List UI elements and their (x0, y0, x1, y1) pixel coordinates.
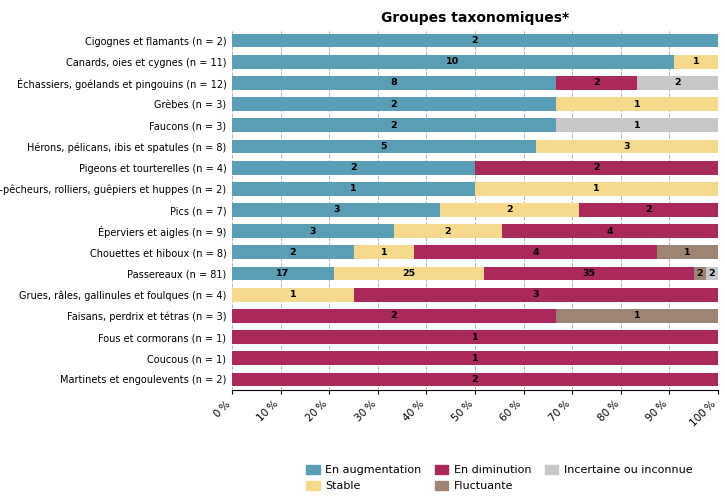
Text: 2: 2 (289, 248, 296, 257)
Text: 2: 2 (593, 163, 600, 172)
Text: 3: 3 (533, 290, 539, 299)
Bar (637, 76, 718, 90)
Bar (658, 246, 718, 259)
Text: 2: 2 (391, 100, 397, 108)
Text: 17: 17 (276, 269, 289, 278)
Text: 2: 2 (472, 375, 478, 384)
Text: 2: 2 (645, 206, 652, 214)
Bar (556, 76, 637, 90)
Text: 2: 2 (472, 36, 478, 45)
Bar (232, 309, 556, 323)
Text: 1: 1 (472, 332, 478, 342)
Bar (674, 55, 718, 68)
Text: 1: 1 (289, 290, 296, 299)
Bar (502, 224, 718, 238)
Text: 1: 1 (350, 184, 357, 194)
Bar (394, 224, 502, 238)
Text: 1: 1 (593, 184, 600, 194)
Text: 25: 25 (402, 269, 415, 278)
Text: 2: 2 (391, 121, 397, 130)
Text: 2: 2 (444, 226, 452, 235)
Text: 3: 3 (624, 142, 630, 151)
Bar (232, 352, 718, 365)
Text: 2: 2 (674, 78, 681, 88)
Text: 5: 5 (381, 142, 387, 151)
Bar (354, 246, 414, 259)
Bar (232, 118, 556, 132)
Bar (232, 372, 718, 386)
Bar (232, 224, 394, 238)
Bar (706, 266, 718, 280)
Text: 1: 1 (472, 354, 478, 362)
Text: 1: 1 (634, 121, 640, 130)
Bar (475, 161, 718, 174)
Bar (440, 203, 579, 217)
Bar (556, 118, 718, 132)
Bar (232, 34, 718, 48)
Text: 10: 10 (447, 58, 460, 66)
Bar (556, 309, 718, 323)
Bar (579, 203, 718, 217)
Text: 2: 2 (391, 312, 397, 320)
Text: 1: 1 (634, 312, 640, 320)
Text: 4: 4 (607, 226, 613, 235)
Bar (232, 161, 475, 174)
Bar (484, 266, 694, 280)
Bar (334, 266, 484, 280)
Title: Groupes taxonomiques*: Groupes taxonomiques* (381, 10, 569, 24)
Text: 1: 1 (684, 248, 691, 257)
Text: 3: 3 (333, 206, 339, 214)
Text: 2: 2 (593, 78, 600, 88)
Bar (232, 288, 354, 302)
Text: 1: 1 (692, 58, 700, 66)
Text: 2: 2 (697, 269, 703, 278)
Bar (232, 182, 475, 196)
Text: 2: 2 (350, 163, 357, 172)
Bar (232, 76, 556, 90)
Bar (232, 203, 440, 217)
Text: 3: 3 (310, 226, 316, 235)
Text: 8: 8 (391, 78, 397, 88)
Bar (232, 330, 718, 344)
Bar (232, 246, 354, 259)
Bar (694, 266, 706, 280)
Bar (475, 182, 718, 196)
Text: 2: 2 (709, 269, 716, 278)
Bar (232, 97, 556, 111)
Bar (414, 246, 658, 259)
Bar (232, 266, 334, 280)
Text: 2: 2 (507, 206, 513, 214)
Bar (536, 140, 718, 153)
Bar (556, 97, 718, 111)
Bar (232, 55, 674, 68)
Text: 35: 35 (583, 269, 595, 278)
Text: 4: 4 (532, 248, 539, 257)
Text: 1: 1 (381, 248, 387, 257)
Bar (232, 140, 536, 153)
Legend: En augmentation, Stable, En diminution, Fluctuante, Incertaine ou inconnue: En augmentation, Stable, En diminution, … (302, 460, 697, 496)
Bar (354, 288, 718, 302)
Text: 1: 1 (634, 100, 640, 108)
